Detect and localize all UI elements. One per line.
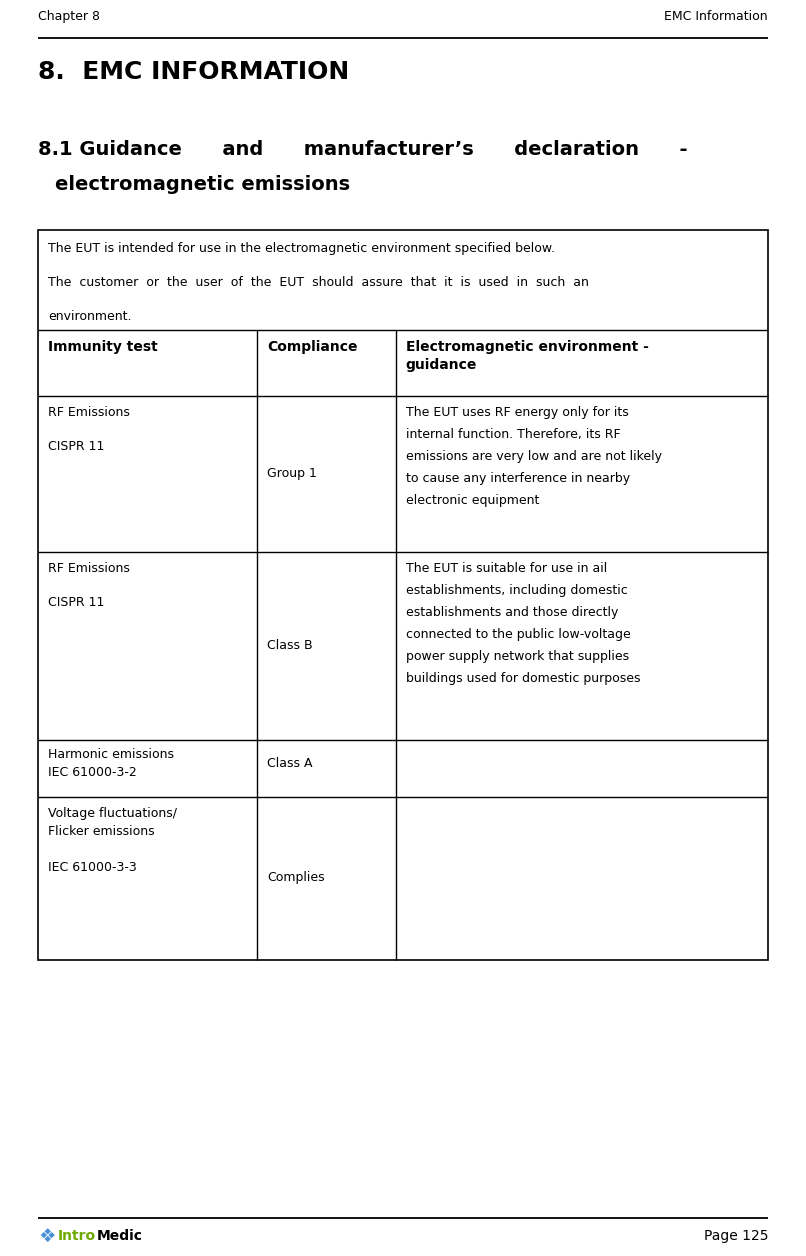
Text: IEC 61000-3-2: IEC 61000-3-2 xyxy=(48,766,137,779)
Text: environment.: environment. xyxy=(48,310,131,323)
Text: buildings used for domestic purposes: buildings used for domestic purposes xyxy=(405,672,640,685)
Text: Class B: Class B xyxy=(267,639,313,652)
Text: EMC Information: EMC Information xyxy=(664,10,768,23)
Text: Page 125: Page 125 xyxy=(704,1230,768,1243)
Text: Compliance: Compliance xyxy=(267,340,358,354)
Text: emissions are very low and are not likely: emissions are very low and are not likel… xyxy=(405,450,662,463)
Text: guidance: guidance xyxy=(405,358,477,372)
Text: power supply network that supplies: power supply network that supplies xyxy=(405,651,629,663)
Text: Harmonic emissions: Harmonic emissions xyxy=(48,749,174,761)
Text: electromagnetic emissions: electromagnetic emissions xyxy=(55,175,350,193)
Text: RF Emissions: RF Emissions xyxy=(48,406,130,420)
Text: Medic: Medic xyxy=(97,1230,143,1243)
Text: CISPR 11: CISPR 11 xyxy=(48,597,104,609)
Bar xyxy=(38,230,768,960)
Text: CISPR 11: CISPR 11 xyxy=(48,440,104,453)
Text: 8.1 Guidance      and      manufacturer’s      declaration      -: 8.1 Guidance and manufacturer’s declarat… xyxy=(38,139,688,160)
Text: Flicker emissions: Flicker emissions xyxy=(48,825,155,838)
Text: Class A: Class A xyxy=(267,757,313,770)
Text: The EUT is suitable for use in ail: The EUT is suitable for use in ail xyxy=(405,561,607,575)
Text: connected to the public low-voltage: connected to the public low-voltage xyxy=(405,628,630,641)
Text: to cause any interference in nearby: to cause any interference in nearby xyxy=(405,472,629,485)
Text: ❖: ❖ xyxy=(38,1227,56,1246)
Text: electronic equipment: electronic equipment xyxy=(405,494,539,507)
Text: Intro: Intro xyxy=(58,1230,96,1243)
Text: The EUT uses RF energy only for its: The EUT uses RF energy only for its xyxy=(405,406,629,420)
Text: The EUT is intended for use in the electromagnetic environment specified below.: The EUT is intended for use in the elect… xyxy=(48,242,555,255)
Text: Chapter 8: Chapter 8 xyxy=(38,10,100,23)
Text: establishments and those directly: establishments and those directly xyxy=(405,605,618,619)
Text: RF Emissions: RF Emissions xyxy=(48,561,130,575)
Text: Voltage fluctuations/: Voltage fluctuations/ xyxy=(48,808,177,820)
Text: Electromagnetic environment -: Electromagnetic environment - xyxy=(405,340,649,354)
Text: Complies: Complies xyxy=(267,872,325,884)
Text: Group 1: Group 1 xyxy=(267,467,317,480)
Text: establishments, including domestic: establishments, including domestic xyxy=(405,584,627,597)
Text: Immunity test: Immunity test xyxy=(48,340,158,354)
Text: IEC 61000-3-3: IEC 61000-3-3 xyxy=(48,862,137,874)
Text: The  customer  or  the  user  of  the  EUT  should  assure  that  it  is  used  : The customer or the user of the EUT shou… xyxy=(48,276,589,289)
Text: internal function. Therefore, its RF: internal function. Therefore, its RF xyxy=(405,428,621,441)
Text: 8.  EMC INFORMATION: 8. EMC INFORMATION xyxy=(38,60,349,84)
